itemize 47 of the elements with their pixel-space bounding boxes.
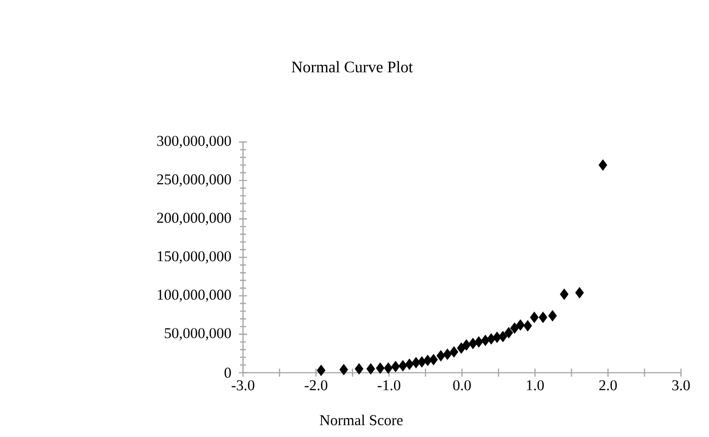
point (510, 322, 519, 334)
x-tick-label: 2.0 (599, 380, 617, 390)
point (384, 362, 393, 374)
point (516, 319, 525, 331)
point (462, 339, 471, 351)
y-tick-label: 300,000,000 (157, 136, 231, 148)
point (575, 287, 584, 298)
point (492, 332, 502, 344)
x-tick-label: -3.0 (232, 380, 254, 390)
point (560, 288, 569, 300)
chart-title: Normal Curve Plot (292, 61, 413, 72)
point (548, 310, 557, 322)
point (398, 360, 408, 372)
point (354, 363, 364, 375)
x-tick-label: 1.0 (526, 380, 544, 390)
point (429, 354, 438, 366)
y-tick-label: 0 (224, 368, 231, 378)
y-tick-label: 200,000,000 (157, 212, 231, 226)
point (316, 364, 326, 376)
point (523, 320, 532, 332)
point (376, 362, 385, 374)
point (530, 312, 539, 324)
point (412, 356, 420, 368)
y-tick-label: 250,000,000 (157, 174, 231, 187)
point (498, 330, 508, 342)
point (598, 159, 608, 171)
x-tick-label: 3.0 (672, 380, 690, 390)
point (436, 350, 446, 362)
y-tick-label: 150,000,000 (158, 251, 231, 264)
x-tick-label: -1.0 (378, 380, 400, 390)
x-axis-title: Normal Score (320, 414, 403, 426)
point (474, 336, 484, 348)
point (339, 364, 348, 376)
point (443, 348, 452, 360)
y-tick-label: 100,000,000 (158, 290, 231, 302)
x-tick-label: -2.0 (304, 380, 328, 390)
point (538, 312, 548, 324)
point (481, 334, 490, 346)
point (418, 356, 426, 368)
point (450, 346, 458, 358)
point (405, 358, 414, 370)
point (504, 327, 514, 338)
point (366, 363, 376, 375)
y-tick-label: 50,000,000 (164, 328, 231, 340)
x-tick-label: 0.0 (453, 380, 471, 390)
point (468, 338, 478, 350)
point (391, 360, 400, 372)
